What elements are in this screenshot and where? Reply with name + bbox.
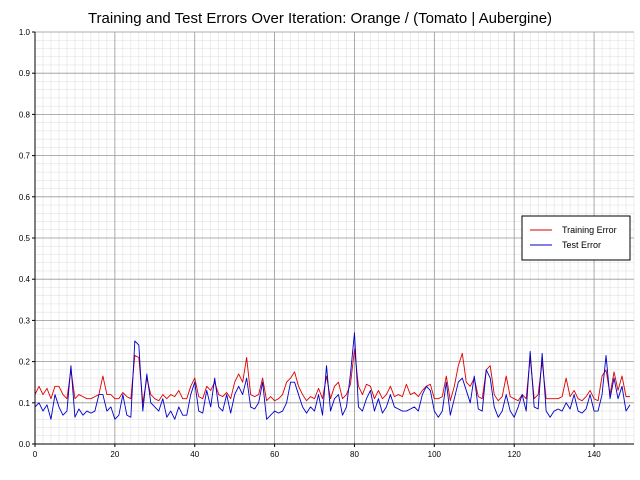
- y-tick-label: 0.4: [19, 275, 31, 284]
- x-tick-label: 0: [33, 450, 38, 459]
- series-layer: [34, 332, 631, 420]
- x-tick-label: 60: [270, 450, 279, 459]
- legend-label: Training Error: [562, 225, 617, 235]
- y-tick-label: 0.8: [19, 110, 31, 119]
- x-tick-label: 100: [428, 450, 442, 459]
- y-tick-label: 0.9: [19, 69, 31, 78]
- y-tick-label: 0.7: [19, 152, 31, 161]
- x-tick-label: 40: [190, 450, 199, 459]
- y-tick-label: 0.0: [19, 440, 31, 449]
- x-tick-label: 140: [587, 450, 601, 459]
- x-axis-ticks: 0 20 40 60 80 100 120 140: [33, 444, 601, 459]
- x-tick-label: 120: [508, 450, 522, 459]
- x-tick-label: 20: [110, 450, 119, 459]
- y-tick-label: 0.3: [19, 316, 31, 325]
- legend: Training Error Test Error: [521, 215, 631, 261]
- y-tick-label: 0.6: [19, 193, 31, 202]
- series-line-test-error: [34, 332, 631, 420]
- legend-label: Test Error: [562, 240, 601, 250]
- legend-box: [521, 215, 631, 261]
- y-tick-label: 0.5: [19, 234, 31, 243]
- chart-title: Training and Test Errors Over Iteration:…: [88, 10, 552, 27]
- y-axis-ticks: 0.0 0.1 0.2 0.3 0.4 0.5 0.6 0.7 0.8 0.9 1.0: [19, 28, 35, 449]
- y-tick-label: 0.1: [19, 399, 31, 408]
- y-tick-label: 1.0: [19, 28, 31, 37]
- y-tick-label: 0.2: [19, 358, 31, 367]
- x-tick-label: 80: [350, 450, 359, 459]
